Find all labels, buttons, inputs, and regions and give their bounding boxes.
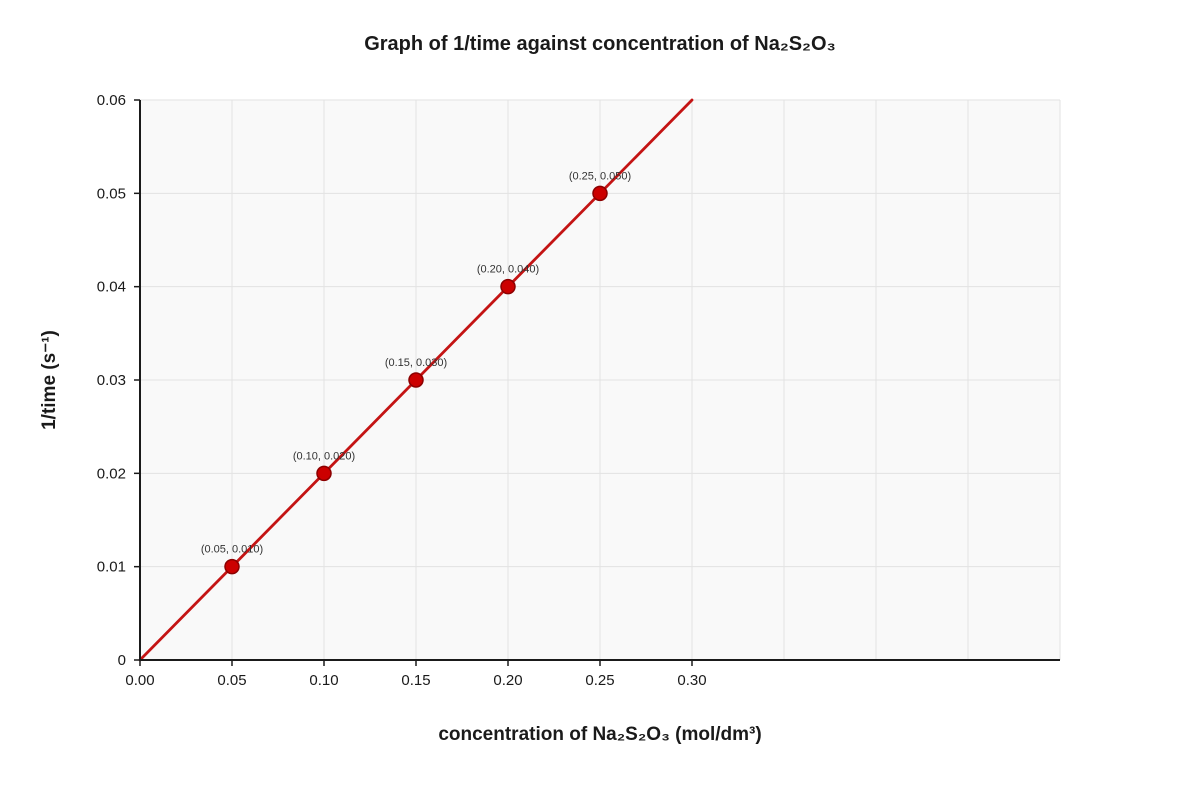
tick-label-layer: 0.00 0.05 0.10 0.15 0.20 0.25 0.30 0 0.01 0.02 0.0…: [97, 92, 707, 689]
data-point: [224, 558, 240, 575]
x-axis-title: concentration of Na₂S₂O₃ (mol/dm³): [438, 724, 761, 745]
y-tick-label: 0.01: [97, 559, 126, 576]
x-tick-label: 0.10: [309, 672, 338, 689]
data-point: [316, 465, 332, 482]
x-tick-label: 0.05: [217, 672, 246, 689]
data-point: [592, 185, 608, 202]
x-tick-label: 0.15: [401, 672, 430, 689]
x-tick-label: 0.25: [585, 672, 614, 689]
data-point: [408, 372, 424, 388]
data-point-label: (0.25, 0.050): [569, 170, 631, 182]
y-tick-label: 0.05: [97, 185, 126, 202]
point-label-layer: (0.05, 0.010) (0.10, 0.020) (0.15, 0.030) (…: [201, 170, 631, 555]
y-tick-label: 0.04: [97, 279, 126, 296]
y-tick-label: 0.02: [97, 465, 126, 482]
chart-title: Graph of 1/time against concentration of…: [364, 33, 836, 55]
y-tick-label: 0.06: [97, 92, 126, 109]
data-point-label: (0.20, 0.040): [477, 264, 539, 276]
data-point-label: (0.15, 0.030): [385, 357, 447, 369]
data-point-layer: [224, 185, 608, 575]
x-tick-label: 0.30: [677, 672, 706, 689]
y-tick-label: 0.03: [97, 372, 126, 389]
data-point-label: (0.05, 0.010): [201, 544, 263, 556]
y-tick-label: 0: [118, 652, 126, 669]
x-tick-label: 0.20: [493, 672, 522, 689]
x-tick-label: 0.00: [125, 672, 154, 689]
data-point-label: (0.10, 0.020): [293, 450, 355, 462]
y-axis-title: 1/time (s⁻¹): [39, 330, 60, 430]
data-point: [500, 278, 516, 295]
